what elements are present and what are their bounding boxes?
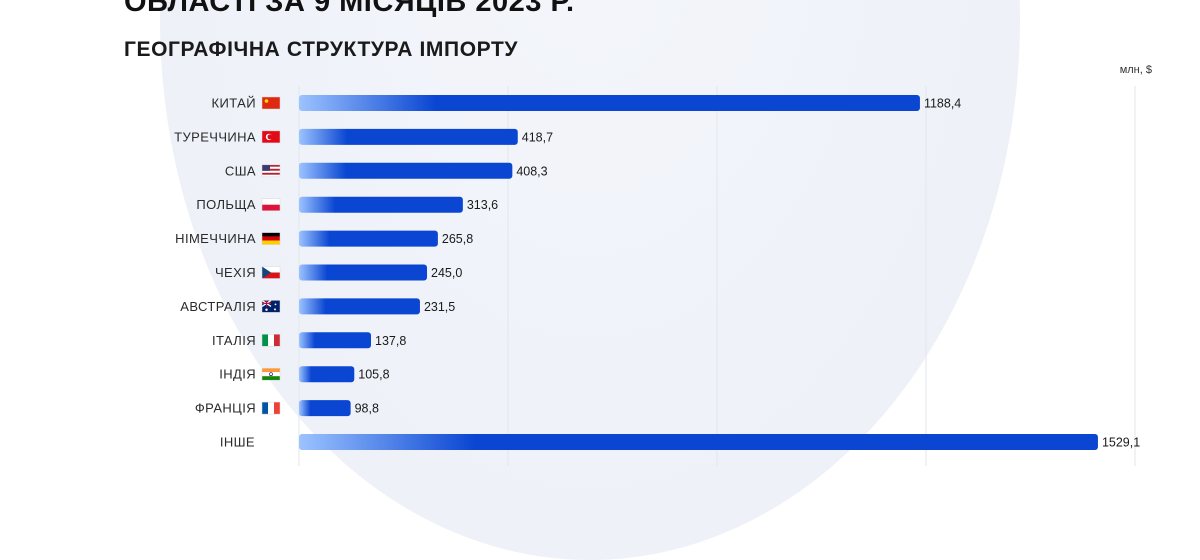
czechia-flag-icon — [261, 266, 281, 279]
bar — [299, 298, 420, 315]
bar-row: ПОЛЬЩА 313,6 — [196, 196, 498, 213]
bar-row: ФРАНЦІЯ 98,8 — [195, 400, 379, 417]
value-label: 231,5 — [424, 300, 455, 314]
category-label: ІНШЕ — [220, 435, 255, 450]
value-label: 1188,4 — [924, 97, 961, 111]
france-flag-icon — [261, 401, 281, 415]
bar-row: АВСТРАЛІЯ 231,5 — [180, 298, 455, 315]
category-label: ФРАНЦІЯ — [195, 401, 256, 416]
value-label: 105,8 — [358, 368, 389, 382]
category-label: ТУРЕЧЧИНА — [174, 129, 256, 144]
india-flag-icon — [261, 367, 281, 381]
category-label: КИТАЙ — [212, 96, 256, 111]
category-label: АВСТРАЛІЯ — [180, 299, 256, 314]
bar — [299, 264, 428, 281]
unit-label: млн, $ — [1119, 64, 1152, 76]
page-title: ОБЛАСТІ ЗА 9 МІСЯЦІВ 2023 Р. — [124, 0, 575, 18]
bar — [299, 128, 518, 145]
value-label: 408,3 — [516, 164, 547, 178]
value-label: 265,8 — [442, 232, 473, 246]
bar — [299, 400, 351, 417]
bar-row: КИТАЙ 1188,4 — [212, 95, 961, 111]
germany-flag-icon — [261, 232, 281, 245]
bar — [299, 434, 1098, 450]
poland-flag-icon — [261, 198, 281, 211]
category-label: ПОЛЬЩА — [196, 197, 256, 212]
australia-flag-icon — [261, 299, 281, 313]
bar — [299, 366, 355, 383]
value-label: 1529,1 — [1102, 436, 1140, 450]
value-label: 245,0 — [431, 266, 462, 280]
bar-row: НІМЕЧЧИНА 265,8 — [175, 230, 473, 247]
value-label: 137,8 — [375, 334, 406, 348]
category-label: США — [225, 163, 256, 178]
usa-flag-icon — [261, 164, 281, 178]
value-label: 313,6 — [467, 198, 498, 212]
category-label: ІНДІЯ — [219, 367, 256, 382]
value-label: 418,7 — [522, 130, 553, 144]
category-label: ІТАЛІЯ — [212, 333, 256, 348]
bar-row: ТУРЕЧЧИНА 418,7 — [174, 128, 553, 145]
import-bar-chart: КИТАЙ 1188,4 ТУРЕЧЧИНА 418,7 США 408,3 ПОЛЬЩА 3… — [174, 86, 1140, 466]
bar — [299, 162, 513, 179]
bar-row: ЧЕХІЯ 245,0 — [215, 264, 462, 281]
bar — [299, 196, 463, 213]
bar-row: ІНДІЯ 105,8 — [219, 366, 390, 383]
category-label: ЧЕХІЯ — [215, 265, 256, 280]
china-flag-icon — [261, 96, 281, 110]
category-label: НІМЕЧЧИНА — [175, 231, 256, 246]
italy-flag-icon — [261, 334, 281, 347]
bar-row: ІТАЛІЯ 137,8 — [212, 332, 406, 349]
chart-title: ГЕОГРАФІЧНА СТРУКТУРА ІМПОРТУ — [124, 38, 519, 61]
value-label: 98,8 — [355, 402, 379, 416]
turkey-flag-icon — [261, 130, 281, 144]
bar — [299, 332, 372, 349]
bar-row: ІНШЕ 1529,1 — [220, 434, 1140, 450]
bar-row: США 408,3 — [225, 162, 548, 179]
bar — [299, 95, 920, 111]
bar — [299, 230, 438, 247]
